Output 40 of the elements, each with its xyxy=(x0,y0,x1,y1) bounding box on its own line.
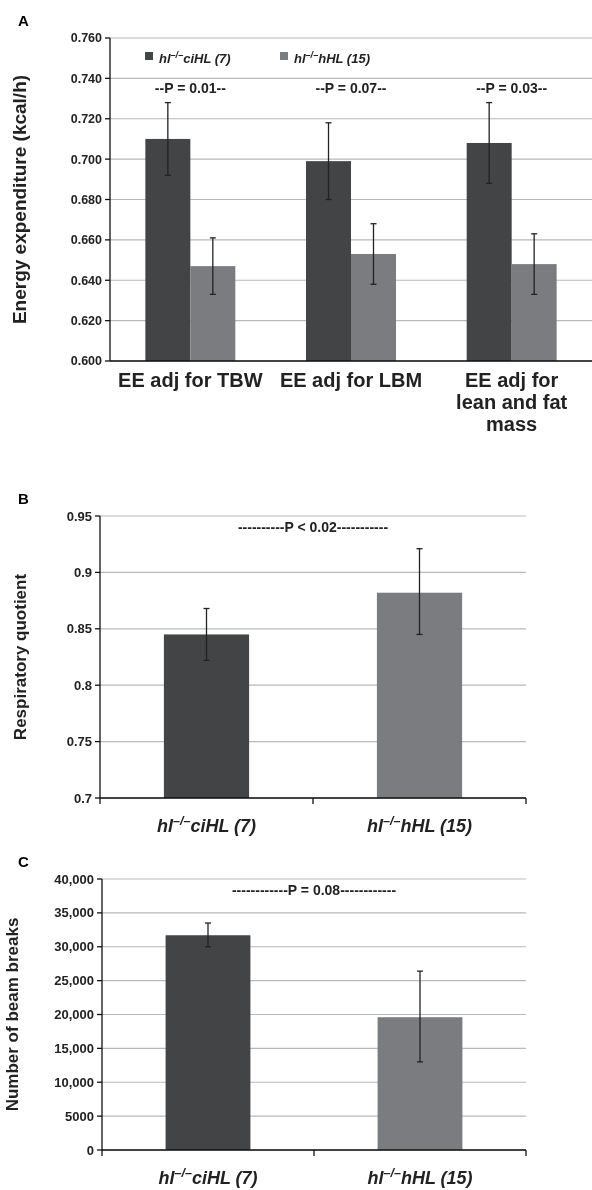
y-tick-label: 25,000 xyxy=(54,973,94,989)
y-tick-label: 0.680 xyxy=(70,192,103,207)
annotation: --P = 0.01-- xyxy=(154,80,227,96)
chart-title: B xyxy=(18,490,29,507)
y-tick-label: 0.620 xyxy=(70,314,103,328)
y-tick-label: 0 xyxy=(86,1142,94,1158)
y-tick-label: 40,000 xyxy=(54,871,94,887)
y-tick-label: 30,000 xyxy=(54,939,94,955)
y-tick-label: 0.8 xyxy=(73,677,92,693)
y-tick-label: 35,000 xyxy=(54,905,94,921)
annotation: ----------P < 0.02----------- xyxy=(237,519,389,535)
y-tick-label: 0.740 xyxy=(70,71,103,86)
chart-title: C xyxy=(18,853,29,870)
x-tick-label: EE adj for TBW xyxy=(118,369,263,391)
chart-title: A xyxy=(18,12,29,29)
y-tick-label: 5000 xyxy=(65,1108,94,1124)
x-tick-label: EE adj for lean and fat mass xyxy=(456,369,568,435)
y-tick-label: 0.720 xyxy=(70,112,103,127)
y-tick-label: 10,000 xyxy=(54,1074,94,1090)
y-axis-title: Energy expenditure (kcal/h) xyxy=(9,74,30,325)
y-tick-label: 0.95 xyxy=(66,508,92,524)
annotation: --P = 0.07-- xyxy=(315,80,387,96)
y-tick-label: 0.640 xyxy=(70,273,103,288)
y-tick-label: 0.600 xyxy=(70,354,103,369)
y-tick-label: 15,000 xyxy=(54,1040,94,1056)
y-axis-title: Respiratory quotient xyxy=(11,573,30,741)
legend-label: hl$^{–/–}$ciHL (7) xyxy=(159,49,231,66)
y-tick-label: 0.660 xyxy=(70,233,103,248)
legend-label: hl$^{–/–}$hHL (15) xyxy=(294,49,370,66)
y-axis-title: Number of beam breaks xyxy=(3,917,22,1112)
y-tick-label: 20,000 xyxy=(54,1007,94,1023)
x-tick-label: EE adj for LBM xyxy=(279,369,423,391)
y-tick-label: 0.700 xyxy=(70,152,103,167)
y-tick-label: 0.75 xyxy=(66,734,92,750)
y-tick-label: 0.7 xyxy=(73,790,92,806)
annotation: --P = 0.03-- xyxy=(476,80,548,96)
y-tick-label: 0.85 xyxy=(66,621,92,637)
annotation: ------------P = 0.08------------ xyxy=(231,882,397,898)
y-tick-label: 0.9 xyxy=(73,564,92,580)
y-tick-label: 0.760 xyxy=(70,31,103,46)
